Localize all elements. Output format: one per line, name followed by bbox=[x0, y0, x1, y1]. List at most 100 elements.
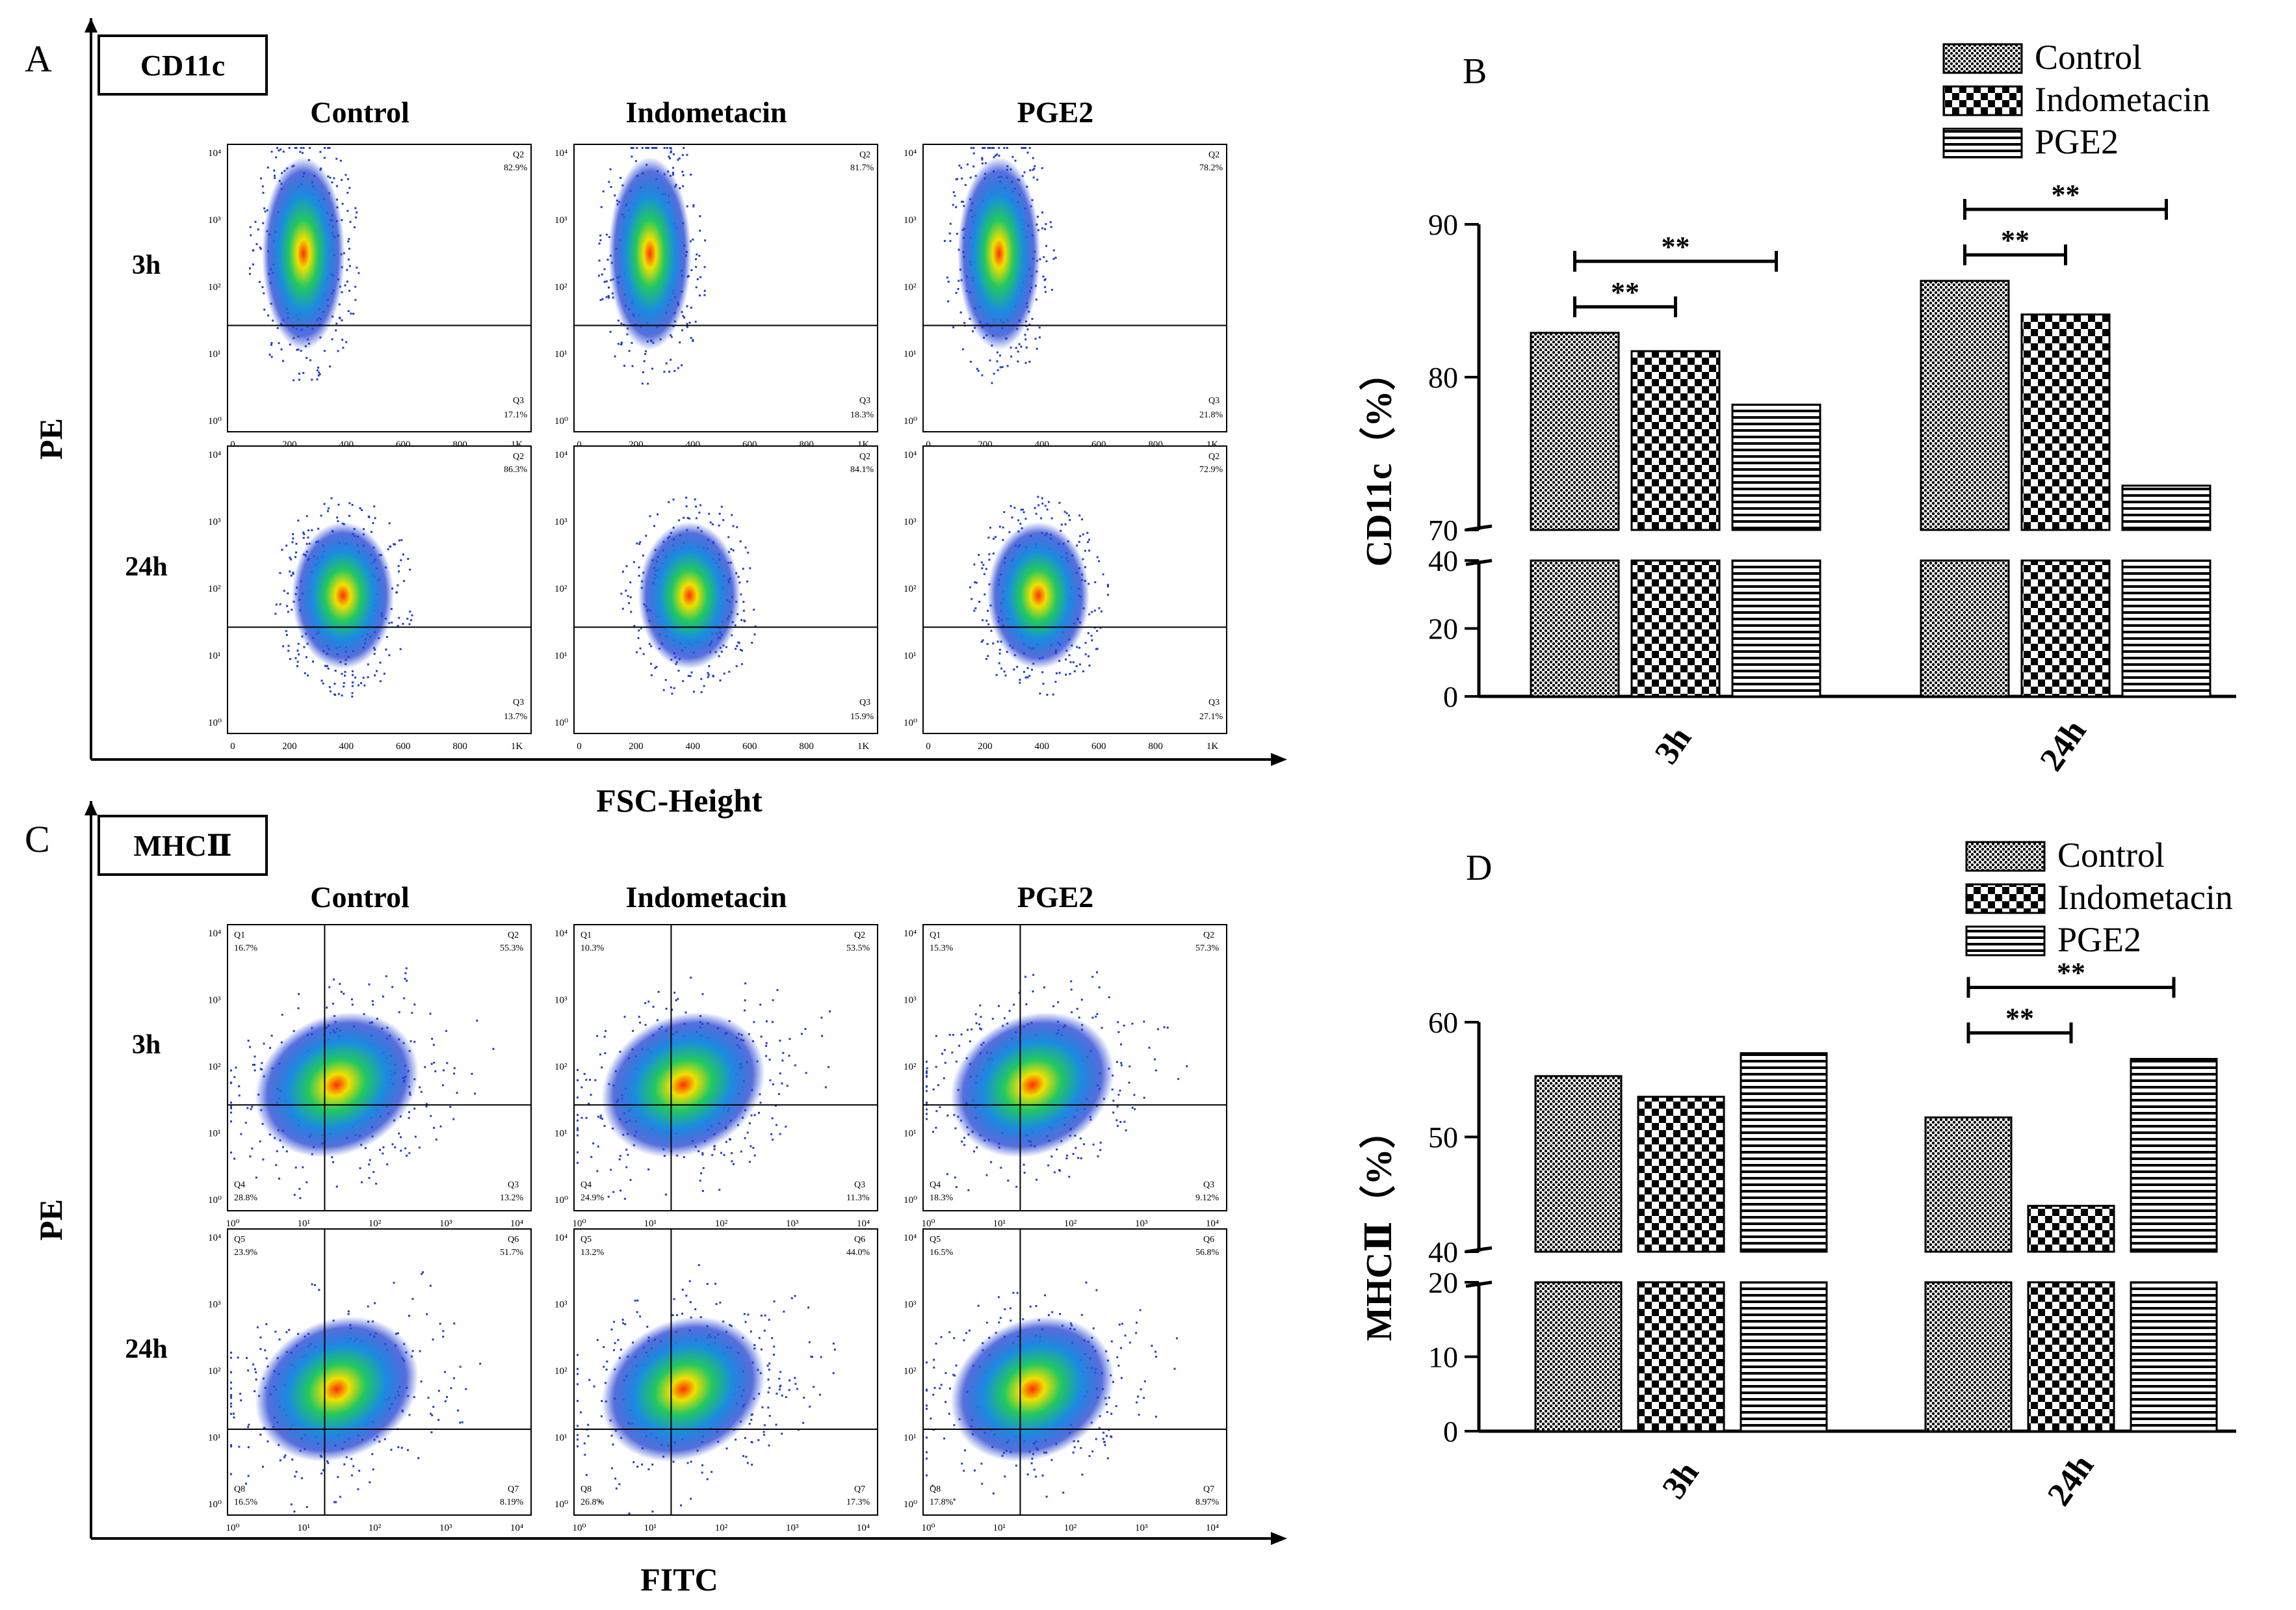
scatter-dot bbox=[605, 233, 608, 236]
scatter-dot bbox=[802, 1421, 805, 1424]
scatter-dot bbox=[981, 162, 984, 165]
scatter-dot bbox=[326, 510, 329, 512]
scatter-dot bbox=[1115, 1405, 1117, 1407]
flow-plot: Q116.7%Q255.3%Q428.8%Q313.2%10⁴10³10²10¹… bbox=[208, 924, 532, 1229]
scatter-dot bbox=[429, 1284, 432, 1287]
density-core bbox=[255, 1316, 419, 1462]
scatter-dot bbox=[307, 529, 309, 532]
scatter-dot bbox=[255, 1379, 257, 1381]
scatter-dot bbox=[1004, 674, 1007, 677]
scatter-dot bbox=[607, 258, 609, 261]
scatter-dot bbox=[650, 663, 653, 665]
y-tick-label: 90 bbox=[1428, 208, 1458, 241]
scatter-dot bbox=[351, 695, 354, 698]
scatter-dot bbox=[325, 665, 328, 668]
scatter-dot bbox=[935, 1110, 938, 1113]
scatter-dot bbox=[993, 373, 995, 375]
y-tick-label: 10² bbox=[208, 1366, 221, 1377]
scatter-dot bbox=[740, 663, 743, 665]
scatter-dot bbox=[757, 1439, 760, 1442]
scatter-dot bbox=[246, 1356, 248, 1359]
scatter-dot bbox=[341, 202, 344, 205]
scatter-dot bbox=[1015, 347, 1017, 349]
scatter-dot bbox=[300, 1477, 303, 1479]
scatter-dot bbox=[317, 374, 320, 376]
scatter-dot bbox=[1096, 1012, 1099, 1015]
y-tick-label: 10³ bbox=[904, 517, 917, 527]
scatter-dot bbox=[327, 1462, 330, 1464]
scatter-dot bbox=[610, 1328, 613, 1331]
scatter-dot bbox=[742, 609, 745, 612]
scatter-dot bbox=[588, 1102, 590, 1105]
scatter-dot bbox=[579, 1411, 582, 1414]
scatter-dot bbox=[345, 341, 348, 343]
x-tick-label: 3h bbox=[1648, 720, 1699, 771]
scatter-dot bbox=[991, 1018, 994, 1020]
scatter-dot bbox=[1072, 661, 1075, 664]
scatter-dot bbox=[805, 1072, 807, 1074]
quadrant-name: Q3 bbox=[513, 396, 524, 406]
scatter-dot bbox=[664, 679, 667, 681]
y-tick-label: 10² bbox=[208, 1062, 221, 1072]
scatter-dot bbox=[956, 233, 958, 235]
scatter-dot bbox=[926, 1067, 928, 1070]
scatter-dot bbox=[419, 1350, 421, 1353]
scatter-dot bbox=[322, 1469, 324, 1471]
scatter-dot bbox=[1088, 665, 1091, 667]
scatter-dot bbox=[296, 349, 298, 351]
scatter-dot bbox=[753, 633, 756, 636]
quadrant-name: Q7 bbox=[854, 1485, 865, 1494]
scatter-dot bbox=[354, 285, 357, 288]
scatter-dot bbox=[976, 1146, 978, 1149]
scatter-dot bbox=[601, 273, 603, 276]
scatter-dot bbox=[1077, 1440, 1080, 1443]
x-tick-label: 10¹ bbox=[298, 1523, 311, 1533]
scatter-dot bbox=[1125, 1129, 1127, 1131]
scatter-dot bbox=[736, 645, 738, 648]
scatter-dot bbox=[694, 1308, 697, 1310]
scatter-dot bbox=[698, 511, 701, 514]
scatter-dot bbox=[230, 1387, 232, 1390]
scatter-dot bbox=[1056, 1148, 1058, 1151]
scatter-dot bbox=[292, 573, 294, 575]
scatter-dot bbox=[351, 503, 354, 506]
scatter-dot bbox=[1123, 1024, 1125, 1027]
y-tick-label: 10¹ bbox=[904, 1129, 917, 1139]
quadrant-percent: 17.3% bbox=[846, 1498, 870, 1507]
scatter-dot bbox=[1044, 1294, 1047, 1297]
scatter-dot bbox=[998, 652, 1001, 655]
scatter-dot bbox=[351, 670, 354, 672]
scatter-dot bbox=[1016, 666, 1019, 668]
scatter-dot bbox=[379, 680, 382, 683]
x-tick-label: 10³ bbox=[1135, 1523, 1148, 1533]
density-core bbox=[601, 1316, 765, 1462]
scatter-dot bbox=[257, 228, 259, 231]
scatter-dot bbox=[786, 1085, 789, 1087]
scatter-dot bbox=[1101, 1027, 1103, 1029]
scatter-dot bbox=[1140, 1388, 1142, 1391]
scatter-dot bbox=[430, 1115, 432, 1117]
scatter-dot bbox=[952, 1034, 954, 1036]
scatter-dot bbox=[970, 147, 972, 149]
bar-group-24h bbox=[1924, 1057, 2218, 1432]
scatter-dot bbox=[662, 689, 665, 691]
scatter-dot bbox=[1019, 681, 1021, 684]
scatter-dot bbox=[1012, 1291, 1015, 1294]
scatter-dot bbox=[230, 1120, 232, 1123]
scatter-dot bbox=[748, 1423, 751, 1425]
scatter-dot bbox=[752, 1146, 755, 1149]
scatter-dot bbox=[657, 990, 660, 993]
scatter-dot bbox=[333, 683, 336, 685]
scatter-dot bbox=[779, 1385, 781, 1388]
flow-y-axis-label: PE bbox=[33, 1199, 69, 1241]
scatter-dot bbox=[1116, 1356, 1119, 1358]
scatter-dot bbox=[318, 1289, 320, 1291]
scatter-dot bbox=[1155, 1355, 1157, 1358]
scatter-dot bbox=[720, 505, 723, 508]
scatter-dot bbox=[1086, 532, 1089, 534]
scatter-dot bbox=[354, 216, 357, 218]
scatter-dot bbox=[1128, 1081, 1130, 1084]
scatter-dot bbox=[442, 1336, 445, 1338]
scatter-dot bbox=[718, 1189, 721, 1191]
